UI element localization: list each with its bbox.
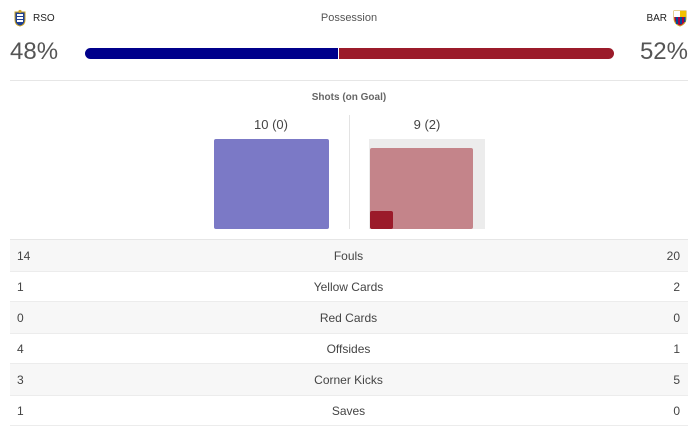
- away-stat-value: 20: [666, 248, 680, 263]
- real-sociedad-crest-icon: [11, 9, 29, 27]
- home-stat-value: 14: [17, 248, 31, 263]
- home-stat-value: 1: [17, 279, 24, 294]
- home-possession-bar: [85, 48, 339, 59]
- barcelona-crest-icon: [671, 9, 689, 27]
- stat-row-fouls: 14 Fouls 20: [10, 240, 688, 271]
- stat-row-red-cards: 0 Red Cards 0: [10, 302, 688, 333]
- stat-label: Fouls: [333, 248, 364, 263]
- stats-table: 14 Fouls 20 1 Yellow Cards 2 0 Red Cards…: [10, 240, 688, 426]
- home-possession-value: 48%: [10, 38, 59, 65]
- home-stat-value: 1: [17, 403, 24, 418]
- away-stat-value: 2: [673, 279, 680, 294]
- stat-row-corner-kicks: 3 Corner Kicks 5: [10, 364, 688, 395]
- shots-title: Shots (on Goal): [311, 92, 387, 103]
- away-shots-value: 9 (2): [413, 117, 441, 132]
- section-divider: [10, 239, 688, 240]
- away-stat-value: 0: [673, 310, 680, 325]
- away-stat-value: 0: [673, 403, 680, 418]
- home-stat-value: 0: [17, 310, 24, 325]
- stat-label: Red Cards: [319, 310, 378, 325]
- away-possession-bar: [338, 48, 614, 59]
- away-possession-value: 52%: [639, 38, 688, 65]
- home-stat-value: 4: [17, 341, 24, 356]
- stat-label: Corner Kicks: [314, 372, 383, 387]
- home-shots-value: 10 (0): [254, 117, 288, 132]
- stat-label: Saves: [331, 403, 366, 418]
- home-team-abbr: RSO: [33, 12, 55, 24]
- stat-row-offsides: 4 Offsides 1: [10, 333, 688, 364]
- away-stat-value: 1: [673, 341, 680, 356]
- section-divider: [10, 80, 688, 81]
- away-team-abbr: BAR: [646, 12, 667, 24]
- home-stat-value: 3: [17, 372, 24, 387]
- away-team[interactable]: BAR: [642, 9, 689, 27]
- away-shots-on-goal-graphic: [370, 211, 393, 229]
- possession-label: Possession: [320, 12, 378, 24]
- stat-label: Offsides: [326, 341, 371, 356]
- stat-row-yellow-cards: 1 Yellow Cards 2: [10, 271, 688, 302]
- stat-label: Yellow Cards: [313, 279, 384, 294]
- home-team[interactable]: RSO: [11, 9, 59, 27]
- away-stat-value: 5: [673, 372, 680, 387]
- home-shots-graphic: [214, 139, 329, 229]
- stat-row-saves: 1 Saves 0: [10, 395, 688, 426]
- possession-bar: [85, 48, 614, 59]
- shots-center-divider: [349, 115, 350, 229]
